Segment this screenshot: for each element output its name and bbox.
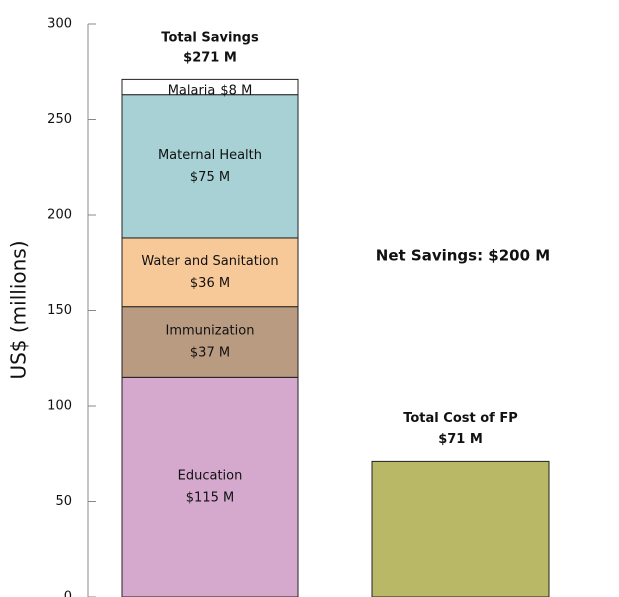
segment-name: Maternal Health: [158, 148, 262, 163]
bar-segment: [121, 376, 299, 597]
y-tick-label: 0: [64, 590, 72, 597]
bar-segment: [121, 306, 299, 378]
y-tick-label: 300: [47, 17, 72, 32]
y-axis-label: US$ (millions): [7, 240, 31, 379]
bar-segment: [121, 78, 299, 96]
bar-segment: [371, 460, 550, 597]
annotation: $271 M: [183, 51, 237, 66]
bar-segment: [121, 237, 299, 308]
segment-name: Immunization: [166, 324, 255, 339]
y-tick-label: 100: [47, 399, 72, 414]
y-tick-label: 150: [47, 303, 72, 318]
segment-value: $36 M: [190, 276, 230, 291]
segment-name: Water and Sanitation: [141, 254, 278, 269]
segment-value: $8 M: [220, 83, 252, 98]
segment-value: $75 M: [190, 170, 230, 185]
y-tick-label: 50: [55, 494, 72, 509]
y-tick-label: 200: [47, 208, 72, 223]
segment-value: $37 M: [190, 346, 230, 361]
annotation: Net Savings: $200 M: [376, 247, 550, 265]
bar-name: Total Cost of FP: [403, 411, 518, 426]
segment-name: Malaria: [168, 83, 216, 98]
bar-segment: [121, 94, 299, 239]
segment-value: $115 M: [186, 491, 234, 506]
bar-value: $71 M: [438, 432, 483, 447]
annotation: Total Savings: [161, 31, 259, 46]
segment-label: Malaria $8 M: [168, 83, 253, 98]
segment-name: Education: [178, 469, 243, 484]
y-tick-label: 250: [47, 112, 72, 127]
